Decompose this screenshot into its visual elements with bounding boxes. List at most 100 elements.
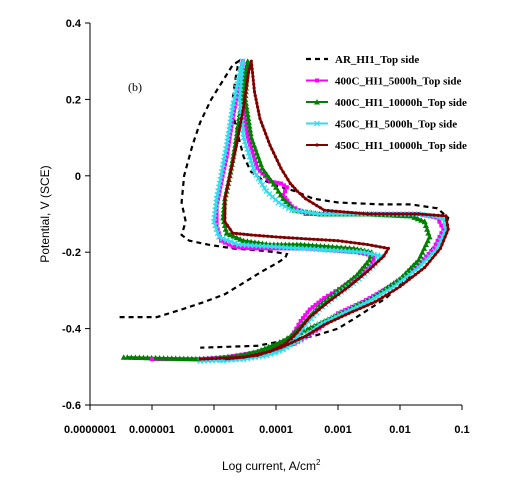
data-point (369, 212, 374, 216)
data-point (279, 346, 283, 350)
data-point (251, 78, 255, 82)
data-point (266, 174, 273, 181)
data-point (419, 249, 426, 255)
data-point (132, 354, 139, 360)
data-point (252, 90, 257, 94)
data-point (218, 356, 222, 360)
data-point (247, 130, 254, 137)
data-point (229, 166, 234, 170)
data-point (303, 321, 307, 325)
data-point (246, 74, 250, 79)
data-point (128, 354, 135, 360)
data-point (228, 227, 232, 231)
data-point (212, 222, 219, 229)
data-point (216, 192, 221, 197)
data-point (261, 345, 268, 351)
data-point (249, 161, 255, 168)
legend-marker (315, 143, 319, 147)
data-point (291, 236, 295, 240)
data-point (422, 241, 429, 248)
data-point (300, 324, 304, 328)
legend-label: AR_HI1_Top side (335, 54, 419, 66)
data-point (430, 256, 435, 260)
data-point (326, 321, 330, 325)
data-point (245, 233, 250, 237)
data-point (251, 169, 258, 175)
data-point (316, 300, 321, 305)
data-point (281, 183, 286, 188)
data-point (223, 212, 227, 216)
data-point (225, 223, 230, 228)
data-point (358, 306, 362, 311)
x-tick-label: 0.0001 (259, 424, 293, 436)
data-point (445, 218, 449, 222)
data-point (222, 166, 227, 171)
x-tick-label: 0.1 (454, 424, 469, 436)
data-point (369, 301, 374, 306)
data-point (384, 293, 388, 297)
data-point (361, 262, 368, 269)
legend-marker (315, 78, 319, 83)
data-point (303, 237, 308, 241)
data-point (218, 185, 223, 190)
data-point (241, 245, 246, 250)
data-point (234, 93, 239, 98)
data-point (377, 212, 381, 216)
data-point (308, 237, 312, 241)
data-point (267, 349, 271, 354)
data-point (315, 203, 319, 208)
data-point (243, 142, 249, 149)
data-point (280, 337, 287, 344)
data-point (295, 189, 299, 193)
data-point (307, 307, 312, 312)
data-point (214, 212, 219, 216)
legend-marker (314, 99, 320, 105)
data-point (333, 318, 337, 322)
data-point (226, 143, 231, 148)
data-point (437, 219, 442, 224)
data-point (263, 351, 267, 355)
data-point (243, 355, 247, 359)
data-point (250, 67, 254, 71)
data-point (334, 209, 338, 213)
data-point (424, 226, 431, 232)
data-point (344, 240, 349, 244)
data-point (436, 213, 440, 217)
data-point (243, 104, 250, 110)
data-point (239, 355, 243, 359)
data-point (293, 206, 298, 211)
data-point (288, 181, 292, 186)
data-point (385, 212, 389, 216)
data-point (152, 354, 159, 361)
data-point (214, 208, 219, 213)
panel-label: (b) (128, 80, 142, 94)
data-point (351, 310, 355, 314)
data-point (279, 166, 283, 170)
data-point (282, 203, 289, 210)
x-ticks: 0.0000001 0.000001 0.00001 0.0001 0.001 0.01 0… (64, 405, 470, 436)
x-tick-label: 0.00001 (194, 424, 234, 436)
data-point (244, 86, 248, 90)
data-point (410, 262, 417, 268)
data-point (227, 231, 234, 238)
legend-item: 450C_H1_5000h_Top side (306, 119, 457, 131)
data-point (311, 312, 315, 317)
data-point (273, 340, 279, 347)
data-point (441, 239, 446, 243)
data-point (254, 162, 259, 167)
data-point (259, 181, 266, 188)
data-point (257, 168, 262, 173)
data-point (247, 126, 254, 133)
data-point (188, 355, 195, 362)
legend-item: 400C_HI1_10000h_Top side (306, 97, 467, 109)
data-point (369, 261, 374, 266)
data-point (366, 264, 371, 269)
data-point (253, 172, 260, 179)
data-point (275, 180, 280, 185)
data-point (176, 355, 183, 361)
data-point (421, 257, 426, 262)
data-point (326, 300, 330, 304)
data-point (335, 287, 341, 293)
data-point (365, 212, 370, 216)
data-point (295, 236, 299, 240)
